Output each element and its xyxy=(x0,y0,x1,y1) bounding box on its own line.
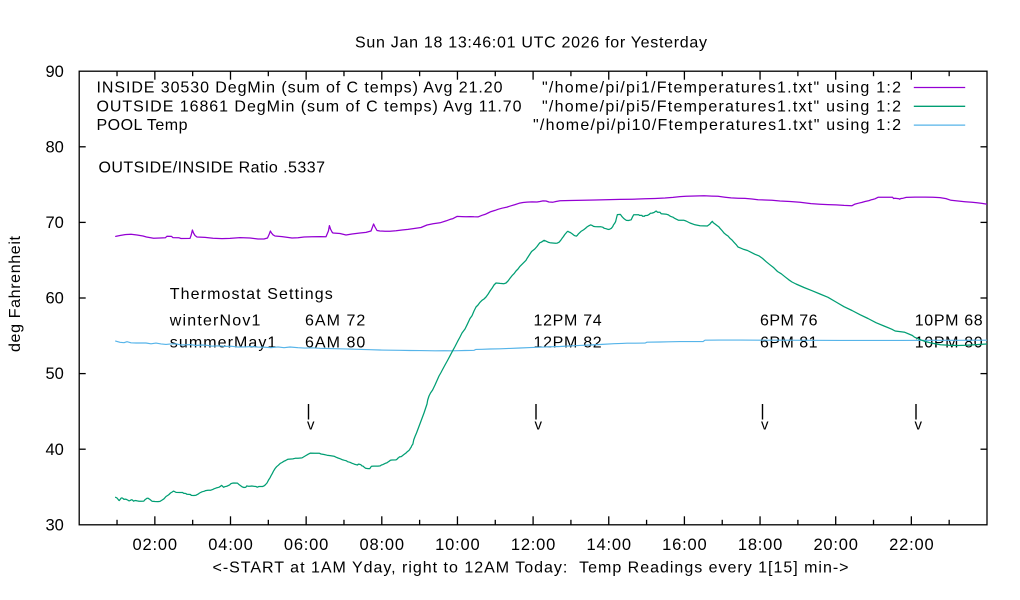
svg-text:<-START at 1AM Yday, right to: <-START at 1AM Yday, right to 12AM Today… xyxy=(213,560,849,577)
svg-text:6AM 72: 6AM 72 xyxy=(305,312,365,329)
svg-text:"/home/pi/pi5/Ftemperatures1.t: "/home/pi/pi5/Ftemperatures1.txt" using … xyxy=(542,98,901,115)
svg-text:INSIDE 30530 DegMin (sum of C: INSIDE 30530 DegMin (sum of C temps) Avg… xyxy=(97,80,503,97)
svg-text:Sun Jan 18 13:46:01 UTC 2026 f: Sun Jan 18 13:46:01 UTC 2026 for Yesterd… xyxy=(355,35,707,52)
svg-text:12:00: 12:00 xyxy=(511,536,556,554)
svg-text:10PM 68: 10PM 68 xyxy=(915,312,983,329)
svg-text:"/home/pi/pi10/Ftemperatures1.: "/home/pi/pi10/Ftemperatures1.txt" using… xyxy=(533,117,901,134)
svg-text:Thermostat Settings: Thermostat Settings xyxy=(170,286,333,303)
svg-text:v: v xyxy=(534,417,542,434)
svg-text:v: v xyxy=(307,417,315,434)
svg-text:16:00: 16:00 xyxy=(662,536,707,554)
svg-text:OUTSIDE/INSIDE Ratio .5337: OUTSIDE/INSIDE Ratio .5337 xyxy=(99,160,326,177)
svg-text:10:00: 10:00 xyxy=(435,536,480,554)
svg-text:18:00: 18:00 xyxy=(738,536,783,554)
svg-text:6AM 80: 6AM 80 xyxy=(305,334,365,351)
svg-text:10PM 80: 10PM 80 xyxy=(915,334,983,351)
svg-text:6PM 81: 6PM 81 xyxy=(760,334,818,351)
svg-text:30: 30 xyxy=(45,516,63,534)
svg-text:70: 70 xyxy=(45,214,63,232)
svg-text:60: 60 xyxy=(45,290,63,308)
svg-text:v: v xyxy=(761,417,769,434)
svg-text:deg Fahrenheit: deg Fahrenheit xyxy=(7,235,24,352)
svg-text:80: 80 xyxy=(45,138,63,156)
svg-text:40: 40 xyxy=(45,441,63,459)
svg-text:summerMay1: summerMay1 xyxy=(170,334,277,351)
svg-text:02:00: 02:00 xyxy=(133,536,178,554)
svg-text:06:00: 06:00 xyxy=(284,536,329,554)
svg-text:POOL Temp: POOL Temp xyxy=(97,117,188,134)
svg-text:04:00: 04:00 xyxy=(208,536,253,554)
svg-text:50: 50 xyxy=(45,365,63,383)
svg-text:6PM 76: 6PM 76 xyxy=(760,312,818,329)
svg-text:14:00: 14:00 xyxy=(587,536,632,554)
svg-text:"/home/pi/pi1/Ftemperatures1.t: "/home/pi/pi1/Ftemperatures1.txt" using … xyxy=(542,80,901,97)
svg-text:20:00: 20:00 xyxy=(813,536,858,554)
svg-text:12PM 82: 12PM 82 xyxy=(534,334,602,351)
svg-text:OUTSIDE 16861 DegMin (sum of C: OUTSIDE 16861 DegMin (sum of C temps) Av… xyxy=(97,98,522,115)
svg-text:22:00: 22:00 xyxy=(889,536,934,554)
svg-text:12PM 74: 12PM 74 xyxy=(534,312,602,329)
svg-text:winterNov1: winterNov1 xyxy=(169,312,261,329)
svg-text:v: v xyxy=(914,417,922,434)
svg-text:08:00: 08:00 xyxy=(360,536,405,554)
svg-text:90: 90 xyxy=(45,63,63,81)
